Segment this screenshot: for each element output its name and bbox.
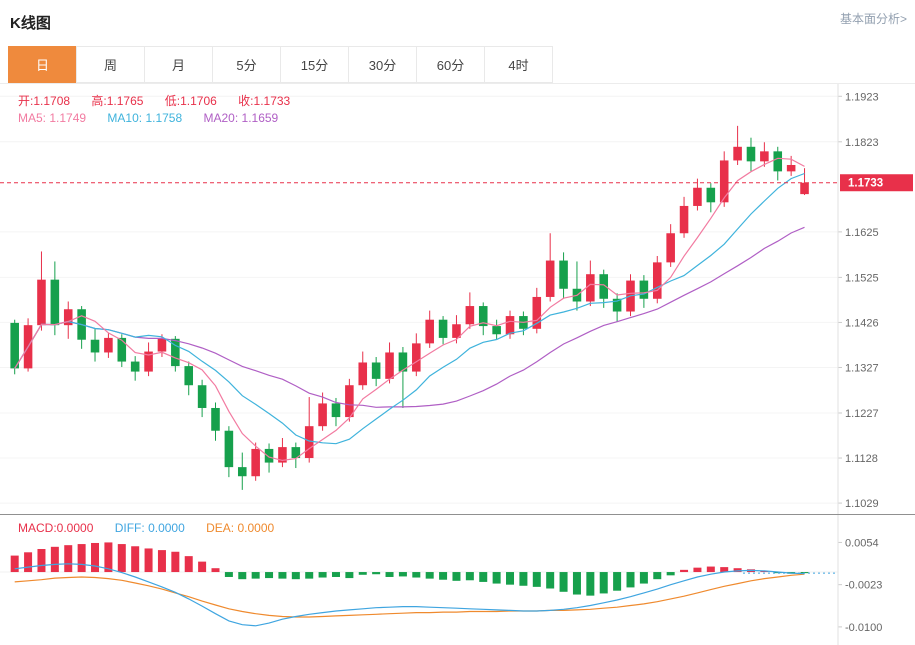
macd-chart[interactable]: 0.0054 -0.0023 -0.0100 — [0, 515, 915, 645]
tab-30min[interactable]: 30分 — [348, 46, 417, 83]
svg-text:1.1227: 1.1227 — [845, 408, 879, 420]
tab-60min[interactable]: 60分 — [416, 46, 485, 83]
tab-week[interactable]: 周 — [76, 46, 145, 83]
svg-text:1.1327: 1.1327 — [845, 362, 879, 374]
topbar: K线图 基本面分析> — [0, 0, 915, 46]
svg-text:0.0054: 0.0054 — [845, 537, 879, 549]
svg-text:1.1625: 1.1625 — [845, 227, 879, 239]
svg-text:-0.0100: -0.0100 — [845, 622, 882, 634]
candlestick-chart[interactable]: 1.1923 1.1823 1.1625 1.1525 1.1426 1.1327 1.12… — [0, 84, 915, 514]
tab-15min[interactable]: 15分 — [280, 46, 349, 83]
page-title: K线图 — [10, 15, 51, 32]
ma5-line — [14, 157, 805, 462]
macd-histogram — [10, 542, 809, 596]
fundamental-analysis-link[interactable]: 基本面分析> — [839, 12, 907, 26]
candles — [10, 125, 809, 490]
main-chart-panel: 1.1923 1.1823 1.1625 1.1525 1.1426 1.1327 1.12… — [0, 84, 915, 514]
svg-text:1.1426: 1.1426 — [845, 317, 879, 329]
svg-text:1.1525: 1.1525 — [845, 272, 879, 284]
current-price-badge — [840, 174, 913, 192]
svg-text:1.1823: 1.1823 — [845, 137, 879, 149]
svg-text:1.1029: 1.1029 — [845, 498, 879, 510]
tab-4hour[interactable]: 4时 — [484, 46, 553, 83]
macd-panel: 0.0054 -0.0023 -0.0100 MACD:0.0000 DIFF: 0… — [0, 514, 915, 645]
diff-line — [14, 563, 805, 627]
tab-5min[interactable]: 5分 — [212, 46, 281, 83]
ma10-line — [14, 172, 805, 445]
tab-day[interactable]: 日 — [8, 46, 77, 83]
dea-line — [14, 573, 805, 618]
tab-month[interactable]: 月 — [144, 46, 213, 83]
period-tabbar: 日 周 月 5分 15分 30分 60分 4时 — [0, 46, 915, 84]
svg-text:1.1923: 1.1923 — [845, 91, 879, 103]
svg-text:1.1128: 1.1128 — [845, 453, 878, 465]
svg-text:-0.0023: -0.0023 — [845, 580, 882, 592]
svg-text:1.1733: 1.1733 — [848, 178, 883, 190]
ma20-line — [14, 226, 805, 408]
